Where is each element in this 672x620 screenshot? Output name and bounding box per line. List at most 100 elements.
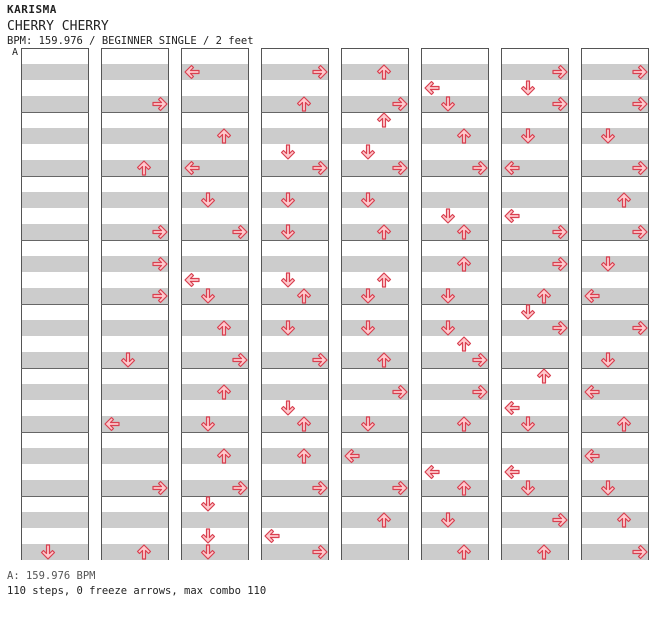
- measure-line: [501, 368, 569, 369]
- chart-column-1: [21, 48, 89, 560]
- up-arrow-icon: [136, 160, 152, 176]
- beat-band: [582, 64, 648, 80]
- beat-band: [262, 288, 328, 304]
- beat-band: [502, 192, 568, 208]
- beat-band: [262, 160, 328, 176]
- right-arrow-icon: [152, 288, 168, 304]
- beat-band: [102, 480, 168, 496]
- chart-column-4: [261, 48, 329, 560]
- beat-band: [182, 512, 248, 528]
- chart-column-3: [181, 48, 249, 560]
- up-arrow-icon: [456, 544, 472, 560]
- beat-band: [182, 384, 248, 400]
- measure-line: [261, 368, 329, 369]
- up-arrow-icon: [456, 480, 472, 496]
- beat-band: [182, 544, 248, 560]
- measure-line: [421, 304, 489, 305]
- up-arrow-icon: [536, 288, 552, 304]
- beat-band: [342, 384, 408, 400]
- beat-band: [342, 160, 408, 176]
- measure-line: [581, 496, 649, 497]
- measure-line: [501, 496, 569, 497]
- beat-band: [582, 544, 648, 560]
- beat-band: [342, 544, 408, 560]
- down-arrow-icon: [520, 480, 536, 496]
- beat-band: [22, 224, 88, 240]
- beat-band: [342, 480, 408, 496]
- beat-band: [502, 512, 568, 528]
- right-arrow-icon: [312, 352, 328, 368]
- up-arrow-icon: [376, 224, 392, 240]
- down-arrow-icon: [360, 144, 376, 160]
- beat-band: [422, 480, 488, 496]
- measure-line: [101, 368, 169, 369]
- beat-band: [22, 192, 88, 208]
- right-arrow-icon: [152, 96, 168, 112]
- left-arrow-icon: [504, 160, 520, 176]
- beat-band: [502, 384, 568, 400]
- beat-band: [502, 224, 568, 240]
- beat-band: [262, 320, 328, 336]
- up-arrow-icon: [216, 128, 232, 144]
- beat-band: [582, 480, 648, 496]
- measure-line: [341, 112, 409, 113]
- measure-line: [581, 432, 649, 433]
- right-arrow-icon: [632, 224, 648, 240]
- beat-band: [262, 192, 328, 208]
- down-arrow-icon: [520, 416, 536, 432]
- beat-band: [502, 480, 568, 496]
- measure-line: [101, 304, 169, 305]
- right-arrow-icon: [632, 96, 648, 112]
- beat-band: [582, 192, 648, 208]
- measure-line: [421, 176, 489, 177]
- beat-band: [502, 64, 568, 80]
- measure-line: [501, 432, 569, 433]
- right-arrow-icon: [152, 256, 168, 272]
- measure-line: [261, 176, 329, 177]
- down-arrow-icon: [360, 416, 376, 432]
- right-arrow-icon: [632, 320, 648, 336]
- beat-band: [102, 544, 168, 560]
- beat-band: [22, 544, 88, 560]
- down-arrow-icon: [600, 128, 616, 144]
- measure-line: [261, 496, 329, 497]
- beat-band: [422, 160, 488, 176]
- beat-band: [422, 320, 488, 336]
- up-arrow-icon: [216, 384, 232, 400]
- left-arrow-icon: [184, 272, 200, 288]
- right-arrow-icon: [472, 384, 488, 400]
- section-marker: A: [12, 47, 19, 58]
- beat-band: [342, 224, 408, 240]
- measure-line: [501, 240, 569, 241]
- right-arrow-icon: [552, 96, 568, 112]
- beat-band: [22, 320, 88, 336]
- left-arrow-icon: [424, 80, 440, 96]
- left-arrow-icon: [184, 160, 200, 176]
- beat-band: [22, 96, 88, 112]
- down-arrow-icon: [200, 528, 216, 544]
- beat-band: [182, 64, 248, 80]
- beat-band: [342, 448, 408, 464]
- beat-band: [182, 448, 248, 464]
- chart-info: BPM: 159.976 / BEGINNER SINGLE / 2 feet: [7, 35, 254, 47]
- beat-band: [342, 96, 408, 112]
- down-arrow-icon: [280, 320, 296, 336]
- up-arrow-icon: [136, 544, 152, 560]
- right-arrow-icon: [632, 160, 648, 176]
- measure-line: [581, 240, 649, 241]
- left-arrow-icon: [584, 448, 600, 464]
- up-arrow-icon: [216, 320, 232, 336]
- measure-line: [181, 496, 249, 497]
- beat-band: [262, 448, 328, 464]
- beat-band: [102, 192, 168, 208]
- chart-column-5: [341, 48, 409, 560]
- down-arrow-icon: [280, 272, 296, 288]
- right-arrow-icon: [312, 544, 328, 560]
- measure-line: [421, 496, 489, 497]
- left-arrow-icon: [504, 464, 520, 480]
- beat-band: [582, 448, 648, 464]
- measure-line: [341, 240, 409, 241]
- measure-line: [501, 112, 569, 113]
- beat-band: [582, 320, 648, 336]
- beat-band: [262, 384, 328, 400]
